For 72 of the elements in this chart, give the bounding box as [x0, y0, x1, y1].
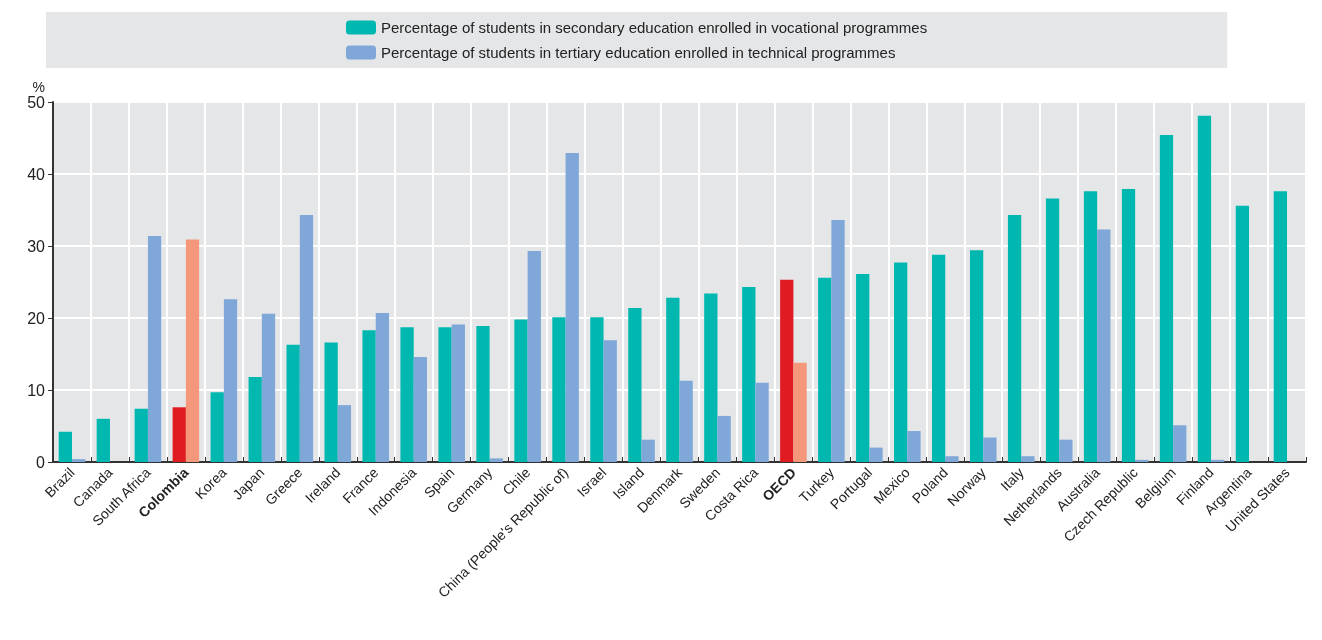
bar [147, 235, 162, 462]
bar [1083, 191, 1098, 462]
bar [514, 319, 528, 462]
bar [831, 220, 845, 462]
bar [869, 447, 883, 462]
y-tick-label: 30 [27, 237, 46, 255]
bar [565, 153, 579, 462]
bar [907, 431, 921, 462]
bar [983, 437, 997, 462]
bar [552, 317, 566, 462]
bar [527, 251, 541, 462]
y-tick-label: 20 [27, 309, 46, 327]
bar [286, 344, 300, 462]
bar [413, 356, 427, 462]
bar [1273, 191, 1288, 462]
bar [210, 392, 224, 462]
bar [679, 380, 693, 462]
bar [780, 279, 794, 462]
bar [818, 277, 832, 462]
bar [704, 293, 718, 462]
bar [1021, 456, 1035, 462]
bar [641, 439, 655, 462]
y-tick-label: 50 [27, 93, 46, 111]
bar [628, 307, 642, 462]
y-tick-label: 40 [27, 165, 46, 183]
bar [400, 327, 414, 462]
bar [1235, 205, 1250, 462]
bar [1159, 135, 1174, 462]
bar [185, 239, 200, 462]
bar [1059, 439, 1073, 462]
bar [1135, 459, 1149, 462]
bar [666, 297, 680, 462]
bar [1045, 198, 1060, 462]
bar [261, 313, 276, 462]
bar [134, 408, 148, 462]
bar [299, 215, 314, 462]
bar [932, 254, 946, 462]
bar [337, 405, 352, 462]
bar [451, 324, 465, 462]
bar [742, 287, 756, 462]
bar [96, 418, 110, 462]
bar [717, 415, 731, 462]
y-tick-label: 10 [27, 381, 46, 399]
bar [489, 458, 503, 462]
bar [375, 312, 390, 462]
bar [58, 431, 72, 462]
bar [793, 362, 807, 462]
y-axis-title: % [32, 79, 45, 95]
bar [362, 330, 376, 462]
bar [1007, 215, 1022, 462]
bar [223, 299, 238, 462]
bar [1173, 425, 1187, 462]
bar [969, 250, 984, 462]
bar [856, 274, 870, 462]
bar [476, 325, 490, 462]
bar [71, 459, 86, 462]
bar [1121, 189, 1136, 462]
bar [590, 317, 604, 462]
bar [1097, 229, 1111, 462]
y-tick-label: 0 [36, 453, 46, 471]
bar [603, 340, 617, 462]
bar [945, 456, 959, 462]
bar [172, 407, 186, 462]
bar [438, 327, 452, 462]
bar [248, 377, 262, 462]
bar [894, 262, 908, 462]
bar [755, 382, 769, 462]
bar [324, 342, 338, 462]
legend-label: Percentage of students in tertiary education enrolled in technical programmes [381, 44, 896, 61]
legend-label: Percentage of students in secondary education enrolled in vocational programmes [381, 19, 928, 36]
bar [1211, 459, 1225, 462]
bar [1197, 115, 1212, 462]
